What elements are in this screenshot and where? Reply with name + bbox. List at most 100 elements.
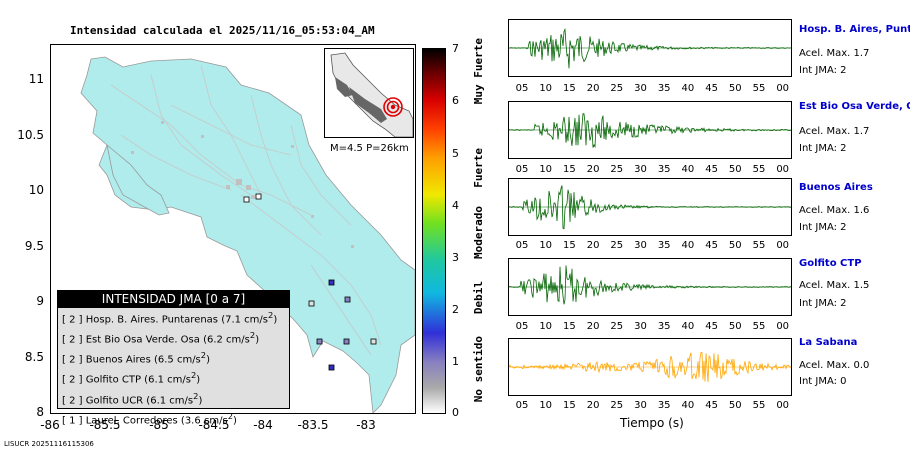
trace-tick-label: 05 bbox=[515, 83, 529, 94]
epicenter-icon bbox=[383, 97, 403, 117]
trace-tick-label: 25 bbox=[610, 321, 624, 332]
station-acel-max: Acel. Max. 1.5 bbox=[799, 280, 870, 291]
station-marker bbox=[328, 364, 335, 371]
trace-tick-label: 40 bbox=[681, 240, 695, 251]
trace-tick-label: 50 bbox=[728, 83, 742, 94]
map-title: Intensidad calculada el 2025/11/16_05:53… bbox=[70, 24, 375, 37]
trace-tick-label: 45 bbox=[705, 164, 718, 175]
trace-tick-label: 25 bbox=[610, 164, 624, 175]
trace-panel[interactable] bbox=[508, 258, 792, 316]
time-axis-label: Tiempo (s) bbox=[620, 416, 684, 430]
trace-tick-label: 05 bbox=[515, 164, 529, 175]
trace-signal bbox=[509, 113, 791, 149]
trace-tick-label: 05 bbox=[515, 400, 529, 411]
trace-tick-label: 30 bbox=[634, 321, 647, 332]
trace-tick-label: 30 bbox=[634, 400, 647, 411]
trace-tick-label: 15 bbox=[563, 400, 576, 411]
waveform bbox=[509, 351, 791, 383]
trace-tick-label: 35 bbox=[657, 83, 671, 94]
trace-tick-label: 30 bbox=[634, 240, 647, 251]
trace-tick-label: 50 bbox=[728, 400, 742, 411]
trace-ticks: 05 10 15 20 25 30 35 40 45 50 55 00 bbox=[508, 83, 790, 97]
trace-ticks: 05 10 15 20 25 30 35 40 45 50 55 00 bbox=[508, 400, 790, 414]
trace-tick-label: 20 bbox=[586, 321, 600, 332]
station-name: Hosp. B. Aires, Puntare bbox=[799, 24, 910, 35]
trace-tick-label: 45 bbox=[705, 321, 718, 332]
colorbar-tick: 0 bbox=[452, 406, 459, 419]
trace-ticks: 05 10 15 20 25 30 35 40 45 50 55 00 bbox=[508, 164, 790, 178]
station-int-jma: Int JMA: 2 bbox=[799, 143, 847, 154]
trace-tick-label: 20 bbox=[586, 400, 600, 411]
trace-signal bbox=[509, 351, 791, 383]
legend-row: [ 1 ] Laurel. Corredores (3.6 cm/s2) bbox=[62, 410, 237, 426]
station-marker bbox=[308, 300, 315, 307]
x-tick-label: -85.5 bbox=[89, 418, 121, 432]
trace-signal bbox=[509, 27, 791, 69]
trace-panel[interactable] bbox=[508, 19, 792, 77]
colorbar-tick: 4 bbox=[452, 199, 459, 212]
station-int-jma: Int JMA: 0 bbox=[799, 376, 847, 387]
y-tick-label: 11 bbox=[28, 72, 44, 86]
trace-tick-label: 15 bbox=[563, 240, 576, 251]
station-marker bbox=[316, 338, 323, 345]
colorbar-tick: 1 bbox=[452, 355, 459, 368]
station-acel-max: Acel. Max. 1.7 bbox=[799, 126, 870, 137]
station-marker bbox=[255, 193, 262, 200]
inset-land-shade bbox=[349, 87, 387, 123]
category-moderado: Moderado bbox=[472, 206, 485, 259]
trace-tick-label: 40 bbox=[681, 83, 695, 94]
intensity-legend: INTENSIDAD JMA [0 a 7] [ 2 ] Hosp. B. Ai… bbox=[57, 290, 290, 426]
trace-ticks: 05 10 15 20 25 30 35 40 45 50 55 00 bbox=[508, 240, 790, 254]
waveform bbox=[509, 113, 791, 149]
trace-signal bbox=[509, 185, 791, 230]
station-name: Est Bio Osa Verde, Osa bbox=[799, 101, 910, 112]
trace-tick-label: 55 bbox=[752, 400, 766, 411]
station-marker bbox=[328, 279, 335, 286]
trace-panel[interactable] bbox=[508, 101, 792, 159]
x-tick-label: -83.5 bbox=[297, 418, 329, 432]
trace-panel[interactable] bbox=[508, 178, 792, 236]
trace-tick-label: 10 bbox=[539, 400, 553, 411]
station-marker bbox=[344, 296, 351, 303]
trace-tick-label: 50 bbox=[728, 240, 742, 251]
colorbar-tick: 6 bbox=[452, 94, 459, 107]
y-tick-label: 9.5 bbox=[24, 239, 44, 253]
waveform bbox=[509, 265, 791, 305]
station-markers bbox=[243, 193, 377, 371]
trace-tick-label: 15 bbox=[563, 164, 576, 175]
trace-tick-label: 05 bbox=[515, 321, 529, 332]
trace-panel[interactable] bbox=[508, 338, 792, 396]
category-muy-fuerte: Muy Fuerte bbox=[472, 38, 485, 105]
trace-tick-label: 55 bbox=[752, 83, 766, 94]
station-int-jma: Int JMA: 2 bbox=[799, 298, 847, 309]
legend-row: [ 2 ] Golfito CTP (6.1 cm/s2) bbox=[62, 370, 201, 386]
trace-tick-label: 55 bbox=[752, 321, 766, 332]
legend-row: [ 2 ] Buenos Aires (6.5 cm/s2) bbox=[62, 350, 210, 366]
station-acel-max: Acel. Max. 1.6 bbox=[799, 205, 870, 216]
trace-tick-label: 45 bbox=[705, 240, 718, 251]
colorbar-tick: 5 bbox=[452, 147, 459, 160]
costa-rica-map bbox=[80, 56, 415, 413]
trace-tick-label: 25 bbox=[610, 400, 624, 411]
y-tick-label: 9 bbox=[36, 294, 44, 308]
waveform bbox=[509, 185, 791, 230]
footer-id: LISUCR 20251116115306 bbox=[4, 440, 94, 448]
magnitude-depth-label: M=4.5 P=26km bbox=[330, 143, 409, 154]
trace-tick-label: 40 bbox=[681, 400, 695, 411]
trace-tick-label: 10 bbox=[539, 164, 553, 175]
trace-tick-label: 30 bbox=[634, 164, 647, 175]
inset-map bbox=[324, 48, 414, 138]
trace-tick-label: 30 bbox=[634, 83, 647, 94]
colorbar-tick: 7 bbox=[452, 42, 459, 55]
trace-tick-label: 00 bbox=[776, 240, 790, 251]
legend-title: INTENSIDAD JMA [0 a 7] bbox=[58, 291, 289, 308]
station-marker bbox=[343, 338, 350, 345]
trace-ticks: 05 10 15 20 25 30 35 40 45 50 55 00 bbox=[508, 321, 790, 335]
road-network bbox=[110, 64, 382, 356]
trace-tick-label: 00 bbox=[776, 83, 790, 94]
station-name: Buenos Aires bbox=[799, 182, 873, 193]
nicoya-peninsula bbox=[106, 143, 170, 216]
trace-tick-label: 40 bbox=[681, 164, 695, 175]
inset-land-shade bbox=[335, 77, 353, 97]
station-acel-max: Acel. Max. 1.7 bbox=[799, 48, 870, 59]
